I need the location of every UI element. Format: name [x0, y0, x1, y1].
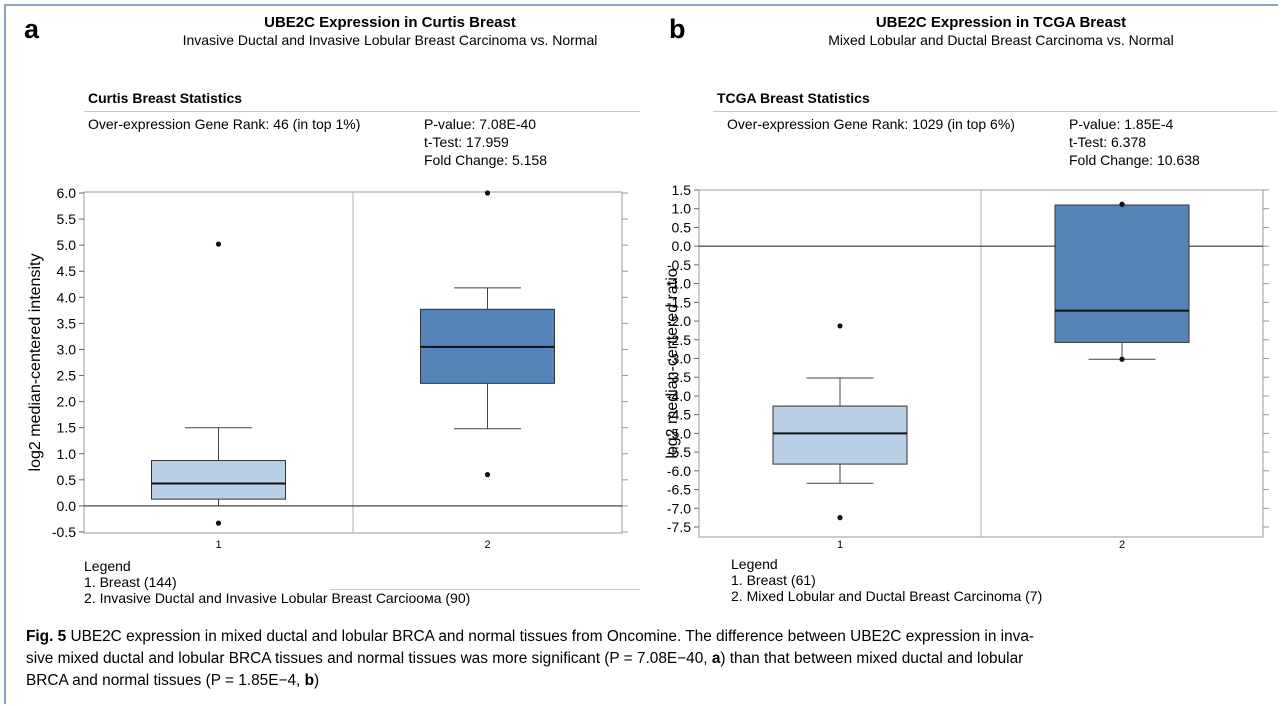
y-tick-label-b: -1.5: [667, 294, 691, 310]
panel-a-fold-change: Fold Change: 5.158: [424, 152, 547, 168]
panel-b-ttest: t-Test: 6.378: [1069, 134, 1147, 150]
panel-a-stats-divider: [84, 111, 640, 112]
caption-ref-b: b: [304, 672, 315, 689]
x-category-label-a-2: 2: [484, 539, 490, 551]
y-axis-label-b: log2 median-centered ratio: [664, 268, 681, 458]
panel-letter-b: b: [669, 14, 686, 44]
y-tick-label-b: 1.5: [672, 182, 692, 198]
outlier-point-a-1: [215, 241, 222, 247]
y-tick-label-b: -4.5: [667, 407, 691, 423]
panel-a-legend: Legend 1. Breast (144) 2. Invasive Ducta…: [84, 558, 470, 606]
y-tick-label-b: -7.0: [667, 500, 691, 516]
y-tick-label-b: -2.5: [667, 332, 691, 348]
panel-b-gene-rank: Over-expression Gene Rank: 1029 (in top …: [727, 116, 1015, 132]
box-a-1: [151, 460, 286, 500]
panel-a-legend-divider: [330, 589, 640, 590]
panel-b-legend: Legend 1. Breast (61) 2. Mixed Lobular a…: [731, 556, 1042, 604]
panel-b-stats-title: TCGA Breast Statistics: [717, 90, 870, 106]
x-category-label-b-1: 1: [837, 539, 843, 551]
figure-caption: Fig. 5 UBE2C expression in mixed ductal …: [26, 626, 1266, 692]
caption-text-5: ): [314, 672, 320, 689]
panel-a: a UBE2C Expression in Curtis Breast Inva…: [0, 0, 641, 620]
caption-text-3: ) than that between mixed ductal and lob…: [720, 650, 1024, 667]
panel-a-ttest: t-Test: 17.959: [424, 134, 509, 150]
panel-a-legend-item-1: 1. Breast (144): [84, 574, 177, 590]
panel-b-legend-title: Legend: [731, 556, 778, 572]
y-tick-label-b: 0.0: [672, 238, 692, 254]
y-tick-label-a: 4.0: [57, 289, 77, 305]
y-tick-label-a: 0.5: [57, 472, 77, 488]
y-tick-label-b: -1.0: [667, 276, 691, 292]
x-category-label-a-1: 1: [215, 539, 221, 551]
y-tick-label-a: 5.0: [57, 237, 77, 253]
x-category-label-b-2: 2: [1119, 539, 1125, 551]
y-tick-label-a: 5.5: [57, 211, 77, 227]
y-tick-label-b: -6.5: [667, 482, 691, 498]
y-tick-label-b: -5.0: [667, 425, 691, 441]
panel-letter-a: a: [24, 14, 40, 44]
y-tick-label-a: 2.5: [57, 368, 77, 384]
y-tick-label-a: 1.5: [57, 420, 77, 436]
y-tick-label-a: 6.0: [57, 185, 77, 201]
outlier-point-a-2: [484, 190, 491, 196]
caption-text-1: UBE2C expression in mixed ductal and lob…: [66, 628, 1035, 645]
box-b-1: [772, 405, 908, 465]
caption-text-4: BRCA and normal tissues (P = 1.85E−4,: [26, 672, 305, 689]
y-tick-label-a: 3.0: [57, 341, 77, 357]
y-tick-label-a: 2.0: [57, 394, 77, 410]
y-tick-label-b: -0.5: [667, 257, 691, 273]
panel-a-gene-rank: Over-expression Gene Rank: 46 (in top 1%…: [88, 116, 361, 132]
panel-b-legend-item-1: 1. Breast (61): [731, 572, 816, 588]
panel-b: b UBE2C Expression in TCGA Breast Mixed …: [641, 0, 1282, 620]
panel-a-boxplot: 6.0 5.5 5.0 4.5 4.0 3.5 3.0 2.5 2.0 1.5 1.0 0.5 0.0 -…: [27, 185, 628, 551]
y-tick-label-b: -2.0: [667, 313, 691, 329]
y-tick-label-a: 1.0: [57, 446, 77, 462]
panel-a-pvalue: P-value: 7.08E-40: [424, 116, 537, 132]
outlier-point-a-1: [215, 520, 222, 526]
y-tick-label-b: -7.5: [667, 519, 691, 535]
y-tick-label-b: -6.0: [667, 463, 691, 479]
outlier-point-b-2: [1119, 201, 1125, 207]
panel-b-subtitle: Mixed Lobular and Ductal Breast Carcinom…: [828, 32, 1174, 48]
caption-text-2: sive mixed ductal and lobular BRCA tissu…: [26, 650, 712, 667]
outlier-point-b-1: [837, 323, 843, 329]
y-tick-label-b: -3.0: [667, 351, 691, 367]
figure-frame: [4, 4, 1278, 704]
y-tick-label-b: -4.0: [667, 388, 691, 404]
panel-a-legend-title: Legend: [84, 558, 131, 574]
box-b-2: [1054, 204, 1190, 343]
panel-b-stats-divider: [713, 111, 1277, 112]
y-tick-label-b: 0.5: [672, 219, 692, 235]
panel-b-boxplot: 1.5 1.0 0.5 0.0 -0.5 -1.0 -1.5 -2.0 -2.5 -3.0 -3.5…: [664, 182, 1269, 551]
panel-a-title: UBE2C Expression in Curtis Breast: [264, 14, 516, 31]
panel-a-legend-item-2: 2. Invasive Ductal and Invasive Lobular …: [84, 590, 471, 606]
y-tick-label-b: -3.5: [667, 369, 691, 385]
y-tick-label-b: 1.0: [672, 201, 692, 217]
y-tick-label-a: 0.0: [57, 498, 77, 514]
panel-a-stats-title: Curtis Breast Statistics: [88, 90, 243, 106]
panel-b-pvalue: P-value: 1.85E-4: [1069, 116, 1174, 132]
panel-b-title: UBE2C Expression in TCGA Breast: [875, 14, 1127, 31]
y-tick-label-a: 3.5: [57, 315, 77, 331]
y-tick-label-b: -5.5: [667, 444, 691, 460]
y-tick-label-a: -0.5: [52, 524, 76, 540]
panel-b-legend-item-2: 2. Mixed Lobular and Ductal Breast Carci…: [731, 588, 1043, 604]
outlier-point-a-2: [484, 472, 491, 478]
caption-ref-a: a: [711, 650, 721, 667]
panel-a-subtitle: Invasive Ductal and Invasive Lobular Bre…: [182, 32, 598, 48]
caption-fig-label: Fig. 5: [26, 628, 67, 645]
y-axis-label-a: log2 median-centered intensity: [27, 254, 44, 472]
panel-b-fold-change: Fold Change: 10.638: [1069, 152, 1200, 168]
outlier-point-b-2: [1119, 356, 1125, 362]
outlier-point-b-1: [837, 515, 843, 521]
y-tick-label-a: 4.5: [57, 263, 77, 279]
